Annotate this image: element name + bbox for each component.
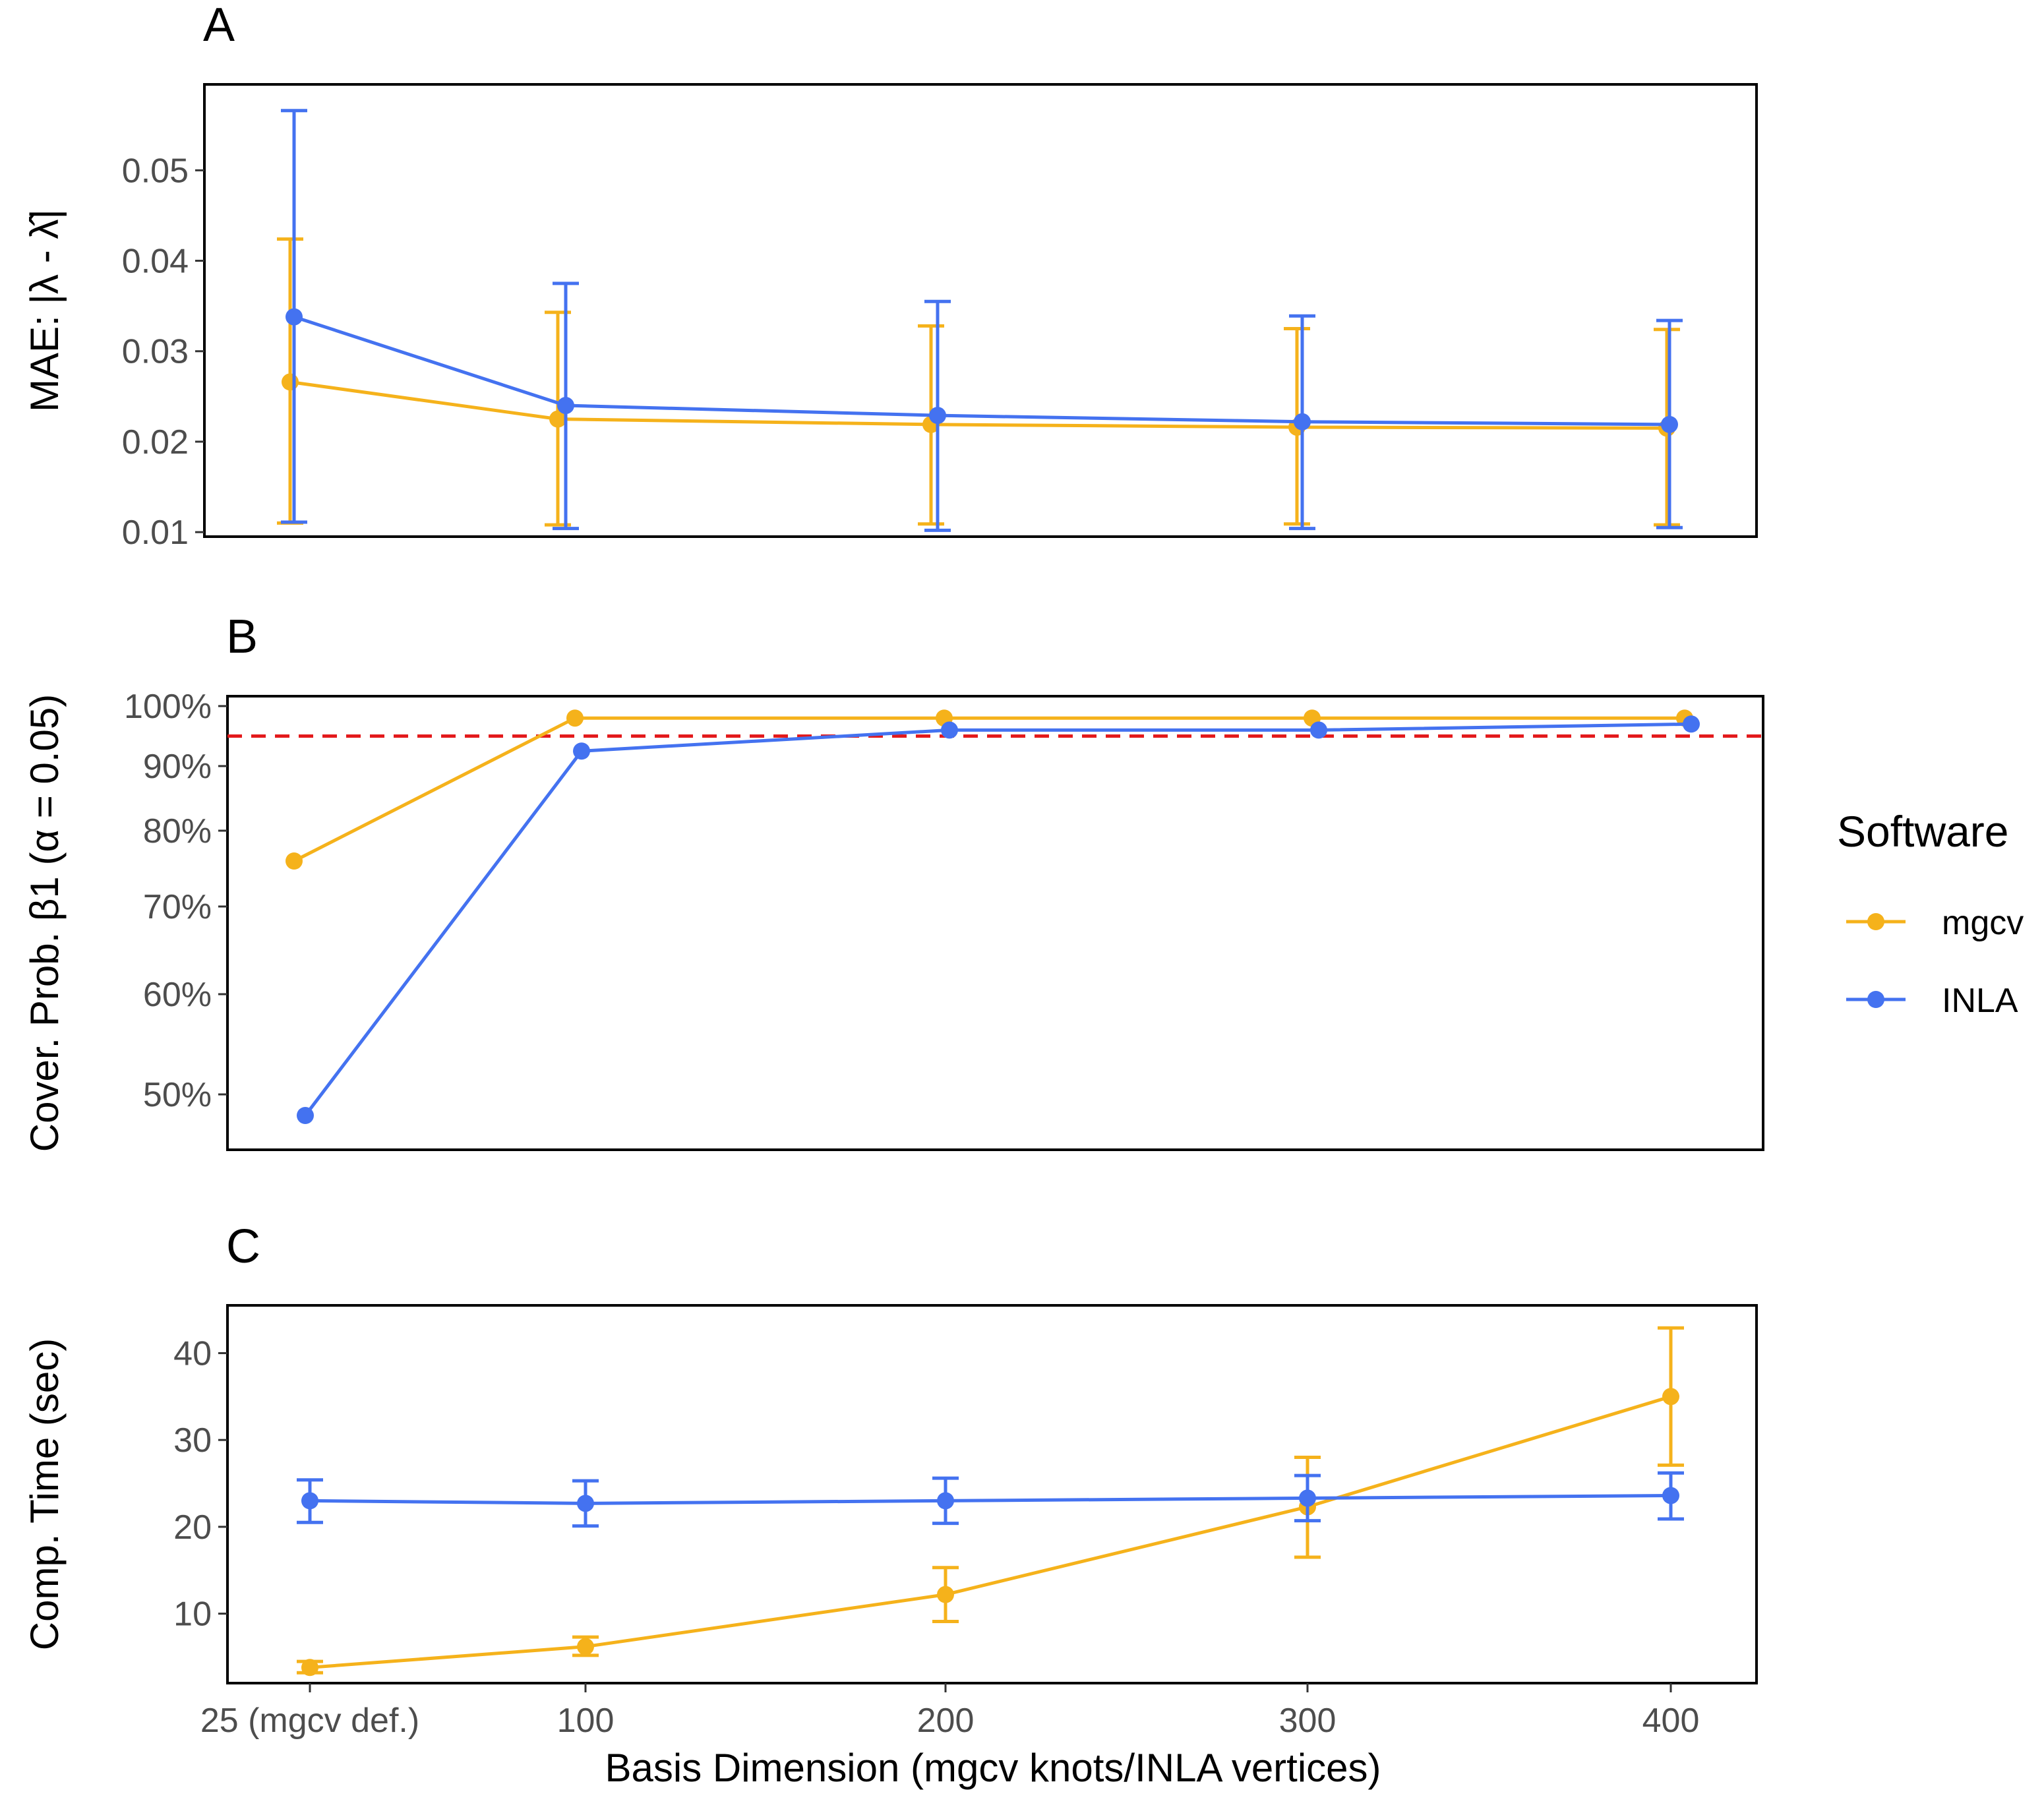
data-point-inla	[1299, 1489, 1316, 1507]
legend-label-mgcv: mgcv	[1942, 904, 2024, 942]
plot-frame	[203, 83, 1758, 538]
data-point-mgcv	[282, 373, 299, 391]
data-point-inla	[937, 1492, 954, 1510]
data-point-inla	[929, 407, 946, 425]
panel-C: C 10 20 30 40 Comp. Time (sec) 25 (mgcv def.) 1…	[22, 1220, 1758, 1740]
series-line-mgcv	[289, 380, 1668, 430]
x-tick-label: 100	[557, 1702, 615, 1740]
x-tick-label: 300	[1279, 1702, 1337, 1740]
legend-item-inla[interactable]: INLA	[1846, 982, 2018, 1020]
y-axis-title: Cover. Prob. β1 (α = 0.05)	[22, 694, 67, 1152]
data-point-inla	[1661, 415, 1678, 433]
data-point-inla	[557, 397, 574, 415]
series-line-inla	[293, 315, 1670, 427]
y-tick-label: 0.02	[122, 423, 189, 461]
legend-swatch-point-mgcv	[1867, 913, 1884, 930]
series-mgcv	[286, 709, 1693, 870]
legend-label-inla: INLA	[1942, 982, 2018, 1020]
panel-A: A 0.01 0.02 0.03 0.04 0.05 MAE: |λ - λ̂|	[22, 0, 1758, 552]
series-inla	[297, 715, 1700, 1124]
y-tick-label: 70%	[143, 888, 212, 926]
data-point-mgcv	[566, 709, 584, 727]
data-point-mgcv	[286, 852, 303, 870]
series-mgcv	[277, 237, 1680, 527]
y-tick-label: 0.05	[122, 152, 189, 190]
x-tick-label: 200	[917, 1702, 975, 1740]
data-point-inla	[1662, 1487, 1679, 1504]
x-tick-label: 400	[1642, 1702, 1700, 1740]
data-point-inla	[1683, 715, 1700, 733]
y-tick-label: 0.04	[122, 243, 189, 281]
data-point-inla	[1310, 721, 1327, 739]
plot-frame	[226, 1304, 1758, 1684]
series-line-inla	[304, 722, 1692, 1117]
data-point-inla	[1294, 413, 1311, 431]
y-tick-label: 60%	[143, 976, 212, 1014]
panel-label-A: A	[203, 0, 235, 51]
data-point-mgcv	[577, 1638, 594, 1655]
series-line-mgcv	[309, 1394, 1671, 1669]
data-point-inla	[301, 1492, 318, 1510]
data-point-mgcv	[549, 410, 566, 428]
y-tick-label: 0.03	[122, 333, 189, 371]
panels: A 0.01 0.02 0.03 0.04 0.05 MAE: |λ - λ̂| B 50% 60…	[22, 0, 1764, 1740]
y-tick-label: 40	[173, 1334, 212, 1373]
data-point-inla	[286, 308, 303, 326]
y-tick-label: 100%	[124, 688, 212, 726]
legend-item-mgcv[interactable]: mgcv	[1846, 904, 2024, 942]
y-tick-label: 10	[173, 1595, 212, 1634]
data-point-mgcv	[937, 1586, 954, 1603]
y-tick-label: 30	[173, 1421, 212, 1460]
y-tick-label: 80%	[143, 812, 212, 850]
series-line-mgcv	[293, 716, 1685, 863]
data-point-inla	[297, 1107, 314, 1124]
data-point-inla	[941, 721, 958, 739]
data-point-inla	[577, 1495, 594, 1512]
y-tick-label: 0.01	[122, 514, 189, 552]
series-inla	[297, 1471, 1684, 1528]
y-tick-label: 50%	[143, 1076, 212, 1114]
x-tick-label: 25 (mgcv def.)	[200, 1702, 419, 1740]
y-axis-title: Comp. Time (sec)	[22, 1338, 67, 1650]
series-line-inla	[309, 1493, 1671, 1505]
legend: Software mgcv INLA	[1837, 807, 2024, 1020]
plot-frame	[226, 695, 1764, 1151]
y-axis-title: MAE: |λ - λ̂|	[22, 209, 67, 412]
data-point-inla	[573, 742, 590, 760]
y-tick-label: 90%	[143, 748, 212, 786]
legend-title: Software	[1837, 807, 2008, 856]
x-axis-title: Basis Dimension (mgcv knots/INLA vertice…	[605, 1746, 1381, 1790]
panel-label-C: C	[226, 1220, 260, 1273]
data-point-mgcv	[301, 1659, 318, 1677]
y-tick-label: 20	[173, 1508, 212, 1547]
series-inla	[281, 109, 1683, 532]
panel-B: B 50% 60% 70% 80% 90% 100% Cover. Prob. β1 (α =…	[22, 610, 1764, 1152]
panel-label-B: B	[226, 610, 258, 663]
legend-swatch-point-inla	[1867, 991, 1884, 1008]
data-point-mgcv	[1662, 1388, 1679, 1406]
